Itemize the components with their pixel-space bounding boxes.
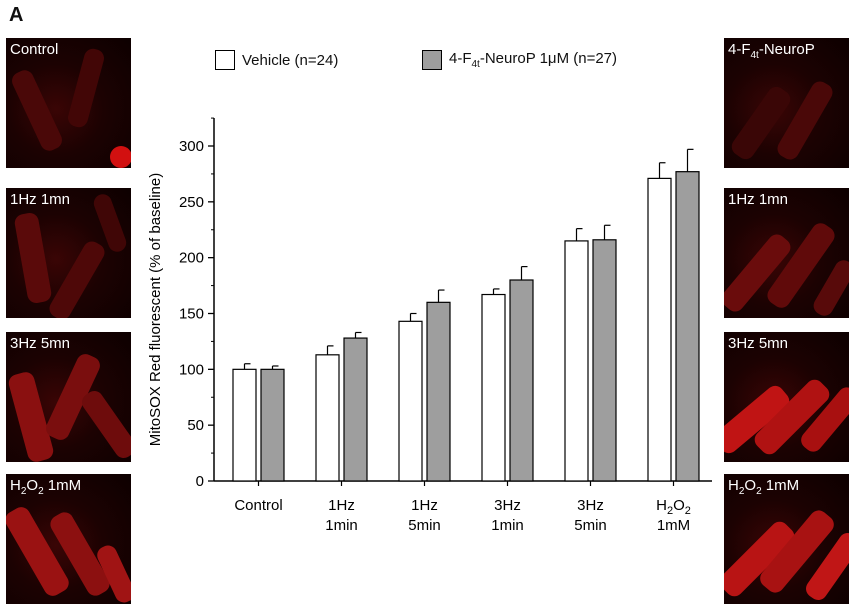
y-axis-label: MitoSOX Red fluorescent (% of baseline) [147,173,164,446]
micrograph-label: 3Hz 5mn [10,335,71,352]
micrograph-label: H2O2 1mM [728,477,800,497]
bar-vehicle [315,354,340,482]
x-tick-label: H2O2 [656,497,691,517]
micrograph-3hz-5mn-neurop: 3Hz 5mn [724,332,849,462]
bar-vehicle [647,177,672,482]
y-tick-label: 50 [187,417,204,434]
bar-vehicle [564,240,589,482]
y-tick-label: 300 [179,138,204,155]
bar-vehicle [398,320,423,482]
micrograph-label: 1Hz 1mn [728,191,789,208]
bar-vehicle [481,293,506,482]
bar-neurop [509,279,534,482]
micrograph-3hz-5mn-vehicle: 3Hz 5mn [6,332,131,462]
legend-swatch-vehicle [215,50,235,70]
y-tick-label: 100 [179,361,204,378]
legend-label: Vehicle (n=24) [242,51,339,69]
x-tick-label: 1min [491,517,524,534]
x-tick-label: 1Hz [328,497,355,514]
panel-letter: A [9,4,24,26]
micrograph-neurop: 4-F4t-NeuroP [724,38,849,168]
bar-neurop [675,171,700,482]
bar-vehicle [232,368,257,482]
legend-neurop: 4-F4t-NeuroP 1μM (n=27) [422,50,617,70]
legend-label: 4-F4t-NeuroP 1μM (n=27) [449,50,618,70]
y-tick-label: 250 [179,194,204,211]
x-tick-label: 1mM [657,517,690,534]
x-tick-label: 3Hz [494,497,521,514]
x-tick-label: 1Hz [411,497,438,514]
legend-swatch-neurop [422,50,442,70]
micrograph-label: 3Hz 5mn [728,335,789,352]
bar-neurop [426,301,451,482]
micrograph-h2o2-1mm-neurop: H2O2 1mM [724,474,849,604]
micrograph-label: H2O2 1mM [10,477,82,497]
y-tick-label: 200 [179,250,204,267]
bar-neurop [592,239,617,482]
x-tick-label: Control [234,497,282,514]
legend-vehicle: Vehicle (n=24) [215,50,338,70]
bar-neurop [343,337,368,482]
micrograph-label: 4-F4t-NeuroP [728,41,815,61]
x-tick-label: 1min [325,517,358,534]
micrograph-control: Control [6,38,131,168]
x-tick-label: 5min [408,517,441,534]
micrograph-label: 1Hz 1mn [10,191,71,208]
x-tick-label: 3Hz [577,497,604,514]
micrograph-label: Control [10,41,59,58]
x-tick-label: 5min [574,517,607,534]
y-tick-label: 150 [179,306,204,323]
bar-neurop [260,368,285,482]
y-tick-label: 0 [196,473,204,490]
micrograph-h2o2-1mm-vehicle: H2O2 1mM [6,474,131,604]
micrograph-1hz-1mn-vehicle: 1Hz 1mn [6,188,131,318]
micrograph-1hz-1mn-neurop: 1Hz 1mn [724,188,849,318]
